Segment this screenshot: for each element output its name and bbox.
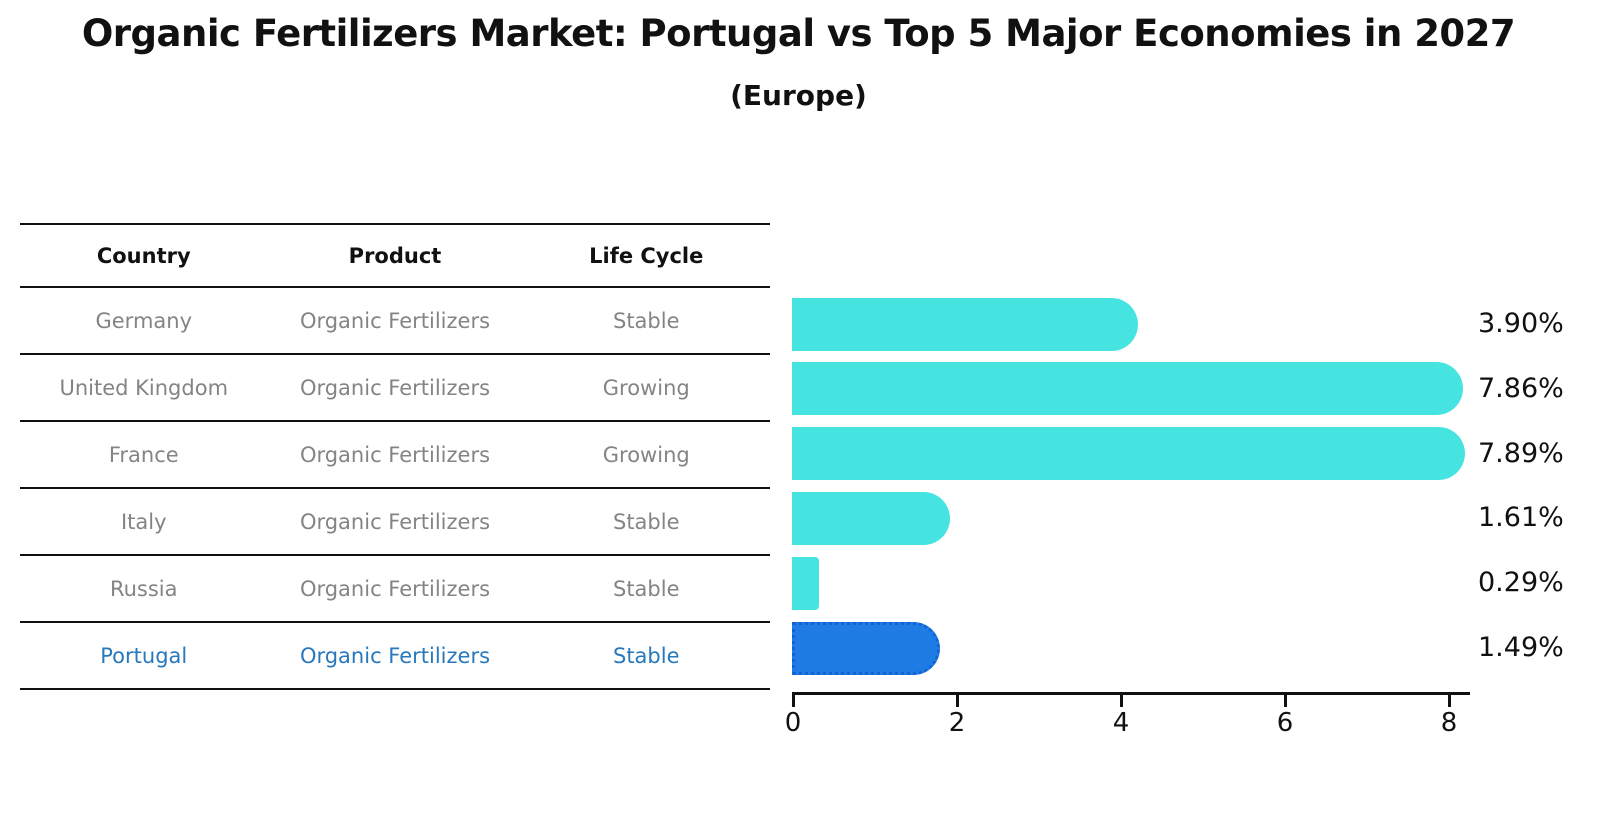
- cell-product: Organic Fertilizers: [299, 576, 491, 601]
- x-axis-tick-label: 4: [1112, 708, 1130, 738]
- bar-value-label: 0.29%: [1478, 567, 1564, 598]
- column-header-life-cycle: Life Cycle: [589, 243, 704, 268]
- cell-life-cycle: Growing: [602, 375, 690, 400]
- x-axis-tick-label: 8: [1440, 708, 1458, 738]
- bar-germany: [792, 298, 1138, 351]
- column-header-country: Country: [96, 243, 191, 268]
- x-axis-tick-label: 2: [948, 708, 966, 738]
- cell-life-cycle: Stable: [612, 643, 680, 668]
- cell-product: Organic Fertilizers: [299, 375, 491, 400]
- bar-value-label: 3.90%: [1478, 308, 1564, 339]
- x-axis-tick: [956, 695, 959, 707]
- cell-product: Organic Fertilizers: [299, 643, 491, 668]
- cell-country: Italy: [120, 509, 167, 534]
- cell-country: Germany: [95, 308, 193, 333]
- column-header-product: Product: [348, 243, 442, 268]
- bar-value-label: 1.49%: [1478, 632, 1564, 663]
- cell-life-cycle: Growing: [602, 442, 690, 467]
- bar-france: [792, 427, 1465, 480]
- cell-country: Portugal: [100, 643, 188, 668]
- bar-russia: [792, 557, 819, 610]
- table-row: Italy Organic Fertilizers Stable: [20, 489, 770, 556]
- cell-product: Organic Fertilizers: [299, 442, 491, 467]
- table-row: Germany Organic Fertilizers Stable: [20, 288, 770, 355]
- x-axis-tick-label: 6: [1276, 708, 1294, 738]
- table-row: Russia Organic Fertilizers Stable: [20, 556, 770, 623]
- bar-united-kingdom: [792, 362, 1463, 415]
- bar-portugal: [792, 622, 940, 675]
- cell-life-cycle: Stable: [612, 308, 680, 333]
- x-axis-tick: [1284, 695, 1287, 707]
- table-row: Portugal Organic Fertilizers Stable: [20, 623, 770, 690]
- bar-value-label: 7.89%: [1478, 438, 1564, 469]
- table-body: Germany Organic Fertilizers Stable United K…: [20, 288, 770, 690]
- x-axis-tick: [1448, 695, 1451, 707]
- x-axis-tick-label: 0: [784, 708, 802, 738]
- x-axis-line: [792, 692, 1470, 695]
- table-row: United Kingdom Organic Fertilizers Growing: [20, 355, 770, 422]
- table-header-row: Country Product Life Cycle: [20, 223, 770, 288]
- bar-value-label: 1.61%: [1478, 502, 1564, 533]
- bar-value-label: 7.86%: [1478, 373, 1564, 404]
- chart-title: Organic Fertilizers Market: Portugal vs …: [81, 12, 1516, 55]
- cell-country: Russia: [109, 576, 178, 601]
- cell-life-cycle: Stable: [612, 509, 680, 534]
- x-axis-tick: [792, 695, 795, 707]
- bar-italy: [792, 492, 950, 545]
- cell-country: United Kingdom: [59, 375, 229, 400]
- cell-life-cycle: Stable: [612, 576, 680, 601]
- table-row: France Organic Fertilizers Growing: [20, 422, 770, 489]
- cell-product: Organic Fertilizers: [299, 509, 491, 534]
- country-table: Country Product Life Cycle Germany Organi…: [20, 223, 770, 690]
- cell-country: France: [108, 442, 179, 467]
- chart-subtitle: (Europe): [730, 79, 867, 112]
- cell-product: Organic Fertilizers: [299, 308, 491, 333]
- x-axis-tick: [1120, 695, 1123, 707]
